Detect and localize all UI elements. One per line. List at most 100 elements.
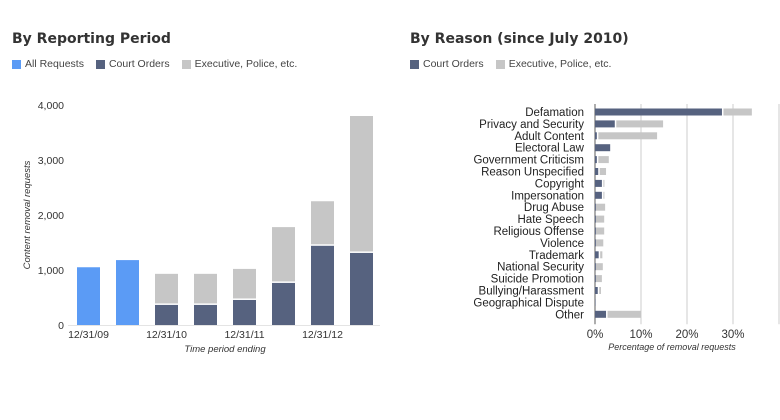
category-label: Hate Speech xyxy=(518,214,585,226)
category-label: Government Criticism xyxy=(473,155,584,167)
legend-swatch-executive xyxy=(495,59,505,69)
right-chart-legend: Court Orders Executive, Police, etc. xyxy=(410,58,623,70)
bar-court-orders xyxy=(595,310,607,318)
x-tick-label: 30% xyxy=(721,329,744,341)
bar-court-orders xyxy=(272,282,295,325)
bar-executive xyxy=(598,156,609,164)
category-label: Geographical Dispute xyxy=(473,297,584,309)
legend-item-court-orders: Court Orders xyxy=(95,58,170,70)
y-tick-label: 2,000 xyxy=(38,210,64,222)
bar-executive xyxy=(155,273,178,304)
category-label: Reason Unspecified xyxy=(481,167,584,179)
bar-court-orders xyxy=(233,299,256,325)
legend-swatch-all-requests xyxy=(12,59,21,69)
bar-executive xyxy=(600,251,603,259)
bar-court-orders xyxy=(595,275,596,283)
bar-court-orders xyxy=(595,144,611,152)
bar-executive xyxy=(350,116,373,252)
x-axis-title: Time period ending xyxy=(184,344,266,355)
bar-court-orders xyxy=(595,191,602,199)
category-label: Electoral Law xyxy=(515,143,585,155)
legend-label: Executive, Police, etc. xyxy=(194,58,298,70)
bar-executive xyxy=(607,310,641,318)
bar-executive xyxy=(595,203,606,211)
category-label: Violence xyxy=(540,238,584,250)
right-chart-title: By Reason (since July 2010) xyxy=(410,31,629,47)
bar-court-orders xyxy=(595,132,597,140)
bar-court-orders xyxy=(595,251,599,259)
bar-executive xyxy=(723,108,752,116)
bar-executive xyxy=(616,120,664,128)
y-tick-label: 1,000 xyxy=(38,265,64,277)
bar-court-orders xyxy=(595,263,596,271)
legend-swatch-court-orders xyxy=(95,59,105,69)
bar-court-orders xyxy=(595,156,597,164)
x-tick-label: 0% xyxy=(587,329,604,341)
bar-court-orders xyxy=(595,239,596,247)
category-label: Drug Abuse xyxy=(524,202,584,214)
bar-court-orders xyxy=(595,168,599,175)
bar-court-orders xyxy=(595,108,722,116)
legend-item-court-orders: Court Orders xyxy=(410,58,484,70)
category-label: Impersonation xyxy=(511,190,584,202)
bar-executive xyxy=(603,191,605,199)
bar-executive xyxy=(194,273,217,304)
x-tick-label: 12/31/10 xyxy=(146,329,187,341)
bar-executive xyxy=(233,268,256,299)
left-chart-title: By Reporting Period xyxy=(12,31,171,47)
bar-executive xyxy=(599,168,607,175)
y-tick-label: 4,000 xyxy=(38,100,64,112)
y-axis-title: Content removal requests xyxy=(22,160,33,269)
category-label: Defamation xyxy=(525,107,584,119)
category-label: Bullying/Harassment xyxy=(479,286,585,298)
category-label: Copyright xyxy=(535,178,585,190)
category-label: Trademark xyxy=(529,250,584,262)
legend-item-executive: Executive, Police, etc. xyxy=(495,58,612,70)
legend-item-all-requests: All Requests xyxy=(12,58,84,70)
legend-item-executive: Executive, Police, etc. xyxy=(181,58,298,70)
bar-court-orders xyxy=(595,203,596,211)
bar-executive xyxy=(595,263,603,271)
bar-executive xyxy=(595,215,605,223)
legend-label: Executive, Police, etc. xyxy=(508,58,612,70)
x-tick-label: 12/31/09 xyxy=(68,329,109,341)
x-tick-label: 10% xyxy=(629,329,652,341)
category-label: Religious Offense xyxy=(493,226,584,238)
bar-executive xyxy=(311,201,334,245)
legend-label: Court Orders xyxy=(108,58,170,70)
y-tick-label: 3,000 xyxy=(38,155,64,167)
bar-court-orders xyxy=(595,179,602,187)
category-label: Adult Content xyxy=(514,131,584,143)
bar-all-requests xyxy=(116,260,139,325)
bar-court-orders xyxy=(595,215,596,223)
category-label: National Security xyxy=(497,262,584,274)
legend-label: All Requests xyxy=(25,58,84,70)
bar-court-orders xyxy=(194,304,217,325)
legend-swatch-court-orders xyxy=(410,59,419,69)
x-tick-label: 12/31/11 xyxy=(224,329,264,341)
legend-label: Court Orders xyxy=(423,58,484,70)
bar-court-orders xyxy=(595,120,615,128)
bar-executive xyxy=(599,287,601,294)
bar-executive xyxy=(595,227,605,235)
bar-executive xyxy=(272,227,295,282)
reporting-period-chart: 0 1,000 2,000 3,000 4,000 12/31/09 12/31/10 12/… xyxy=(22,100,380,355)
bar-court-orders xyxy=(350,252,373,325)
category-label: Privacy and Security xyxy=(479,119,584,131)
bar-court-orders xyxy=(311,245,334,325)
bar-court-orders xyxy=(595,227,596,235)
category-label: Other xyxy=(555,309,584,321)
y-tick-label: 0 xyxy=(58,320,64,332)
bar-executive xyxy=(603,179,605,187)
legend-swatch-executive xyxy=(181,59,191,69)
bar-court-orders xyxy=(155,304,178,325)
x-tick-label: 12/31/12 xyxy=(302,329,343,341)
bar-executive xyxy=(598,132,658,140)
x-axis-title: Percentage of removal requests xyxy=(608,342,736,352)
bar-executive xyxy=(595,275,602,283)
x-tick-label: 20% xyxy=(675,329,698,341)
category-label: Suicide Promotion xyxy=(491,274,584,286)
bar-executive xyxy=(595,239,604,247)
